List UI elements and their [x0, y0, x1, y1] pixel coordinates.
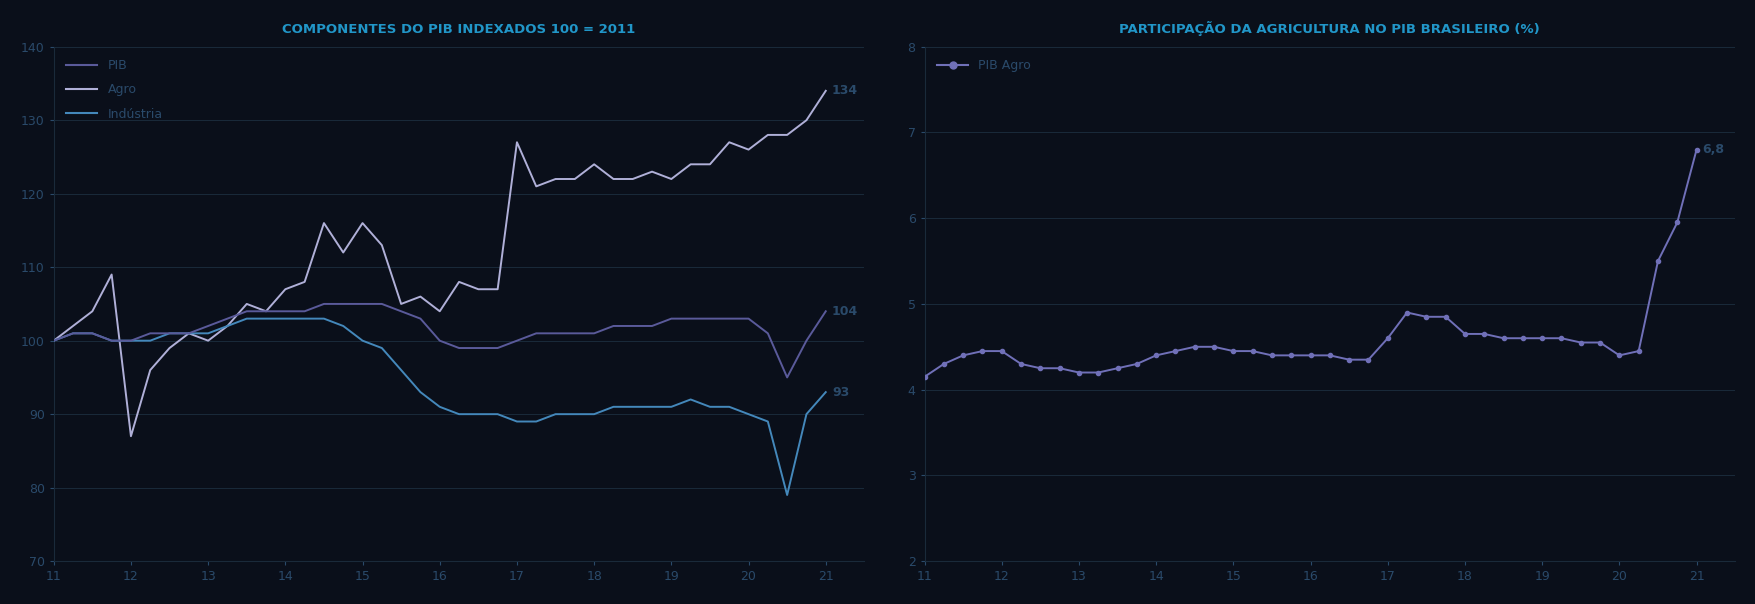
- Legend: PIB Agro: PIB Agro: [930, 53, 1037, 79]
- Text: 6,8: 6,8: [1702, 143, 1723, 156]
- Title: COMPONENTES DO PIB INDEXADOS 100 = 2011: COMPONENTES DO PIB INDEXADOS 100 = 2011: [283, 23, 635, 36]
- Legend: PIB, Agro, Indústria: PIB, Agro, Indústria: [60, 53, 168, 127]
- Text: 104: 104: [832, 305, 858, 318]
- Title: PARTICIPAÇÃO DA AGRICULTURA NO PIB BRASILEIRO (%): PARTICIPAÇÃO DA AGRICULTURA NO PIB BRASI…: [1120, 21, 1539, 36]
- Text: 93: 93: [832, 385, 849, 399]
- Text: 134: 134: [832, 85, 858, 97]
